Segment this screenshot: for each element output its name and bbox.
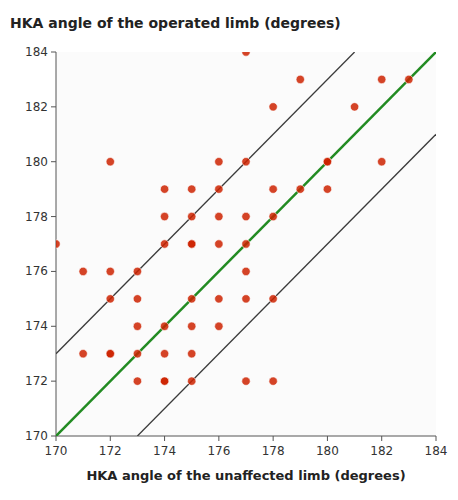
scatter-point [160, 377, 168, 385]
y-tick [51, 216, 56, 217]
x-tick-label: 184 [425, 444, 448, 458]
scatter-point [269, 377, 277, 385]
y-tick-label: 172 [25, 374, 48, 388]
y-tick [51, 326, 56, 327]
reference-line [137, 134, 436, 436]
scatter-point [242, 295, 250, 303]
x-tick [381, 436, 382, 441]
scatter-point [160, 322, 168, 330]
y-tick-label: 174 [25, 319, 48, 333]
scatter-point [188, 185, 196, 193]
x-axis-label: HKA angle of the unaffected limb (degree… [86, 468, 405, 483]
scatter-point [79, 267, 87, 275]
x-tick [218, 436, 219, 441]
scatter-point [106, 158, 114, 166]
scatter-point [106, 350, 114, 358]
title: HKA angle of the operated limb (degrees) [10, 15, 341, 31]
x-tick-label: 178 [262, 444, 285, 458]
scatter-point [160, 240, 168, 248]
y-tick [51, 106, 56, 107]
scatter-point [242, 52, 250, 56]
x-tick [164, 436, 165, 441]
x-tick-label: 180 [316, 444, 339, 458]
scatter-point [323, 158, 331, 166]
x-tick [436, 436, 437, 441]
scatter-point [350, 103, 358, 111]
scatter-point [188, 240, 196, 248]
scatter-point [242, 377, 250, 385]
scatter-point [188, 322, 196, 330]
scatter-point [106, 267, 114, 275]
scatter-point [269, 185, 277, 193]
scatter-point [160, 185, 168, 193]
scatter-point [215, 295, 223, 303]
y-tick-label: 178 [25, 210, 48, 224]
x-tick [327, 436, 328, 441]
scatter-point [378, 158, 386, 166]
y-tick-label: 180 [25, 155, 48, 169]
x-tick [273, 436, 274, 441]
scatter-point [378, 75, 386, 83]
scatter-point [160, 377, 168, 385]
scatter-point [106, 350, 114, 358]
y-tick-label: 170 [25, 429, 48, 443]
y-tick-label: 184 [25, 45, 48, 59]
scatter-point [242, 158, 250, 166]
scatter-point [56, 240, 60, 248]
x-axis [56, 436, 436, 437]
reference-line [56, 52, 355, 354]
scatter-point [215, 240, 223, 248]
scatter-point [215, 212, 223, 220]
scatter-point [405, 75, 413, 83]
scatter-point [160, 212, 168, 220]
y-tick [51, 161, 56, 162]
plot-area [56, 52, 436, 436]
scatter-point [133, 377, 141, 385]
scatter-point [323, 185, 331, 193]
plot-marks [56, 52, 436, 436]
scatter-point [133, 350, 141, 358]
x-tick-label: 182 [370, 444, 393, 458]
scatter-point [242, 267, 250, 275]
x-tick [110, 436, 111, 441]
y-tick [51, 52, 56, 53]
scatter-point [160, 350, 168, 358]
scatter-point [296, 75, 304, 83]
y-tick [51, 436, 56, 437]
scatter-point [215, 322, 223, 330]
scatter-point [242, 240, 250, 248]
scatter-point [215, 158, 223, 166]
scatter-point [323, 158, 331, 166]
y-tick-label: 182 [25, 100, 48, 114]
scatter-point [106, 295, 114, 303]
x-tick-label: 174 [153, 444, 176, 458]
x-tick-label: 170 [45, 444, 68, 458]
scatter-point [269, 295, 277, 303]
scatter-point [269, 212, 277, 220]
scatter-point [133, 295, 141, 303]
scatter-point [188, 377, 196, 385]
scatter-point [133, 322, 141, 330]
x-tick-label: 176 [207, 444, 230, 458]
scatter-point [215, 185, 223, 193]
scatter-point [242, 212, 250, 220]
scatter-point [133, 267, 141, 275]
scatter-point [269, 103, 277, 111]
reference-line [56, 52, 436, 436]
x-tick [56, 436, 57, 441]
scatter-point [188, 295, 196, 303]
scatter-point [79, 350, 87, 358]
scatter-point [188, 350, 196, 358]
chart: 170 172 174 176 178 180 182 184 170 172 174 176 178 1… [0, 0, 458, 500]
x-tick-label: 172 [99, 444, 122, 458]
scatter-point [188, 212, 196, 220]
y-tick-label: 176 [25, 264, 48, 278]
y-tick [51, 381, 56, 382]
y-tick [51, 271, 56, 272]
scatter-point [188, 240, 196, 248]
scatter-point [296, 185, 304, 193]
